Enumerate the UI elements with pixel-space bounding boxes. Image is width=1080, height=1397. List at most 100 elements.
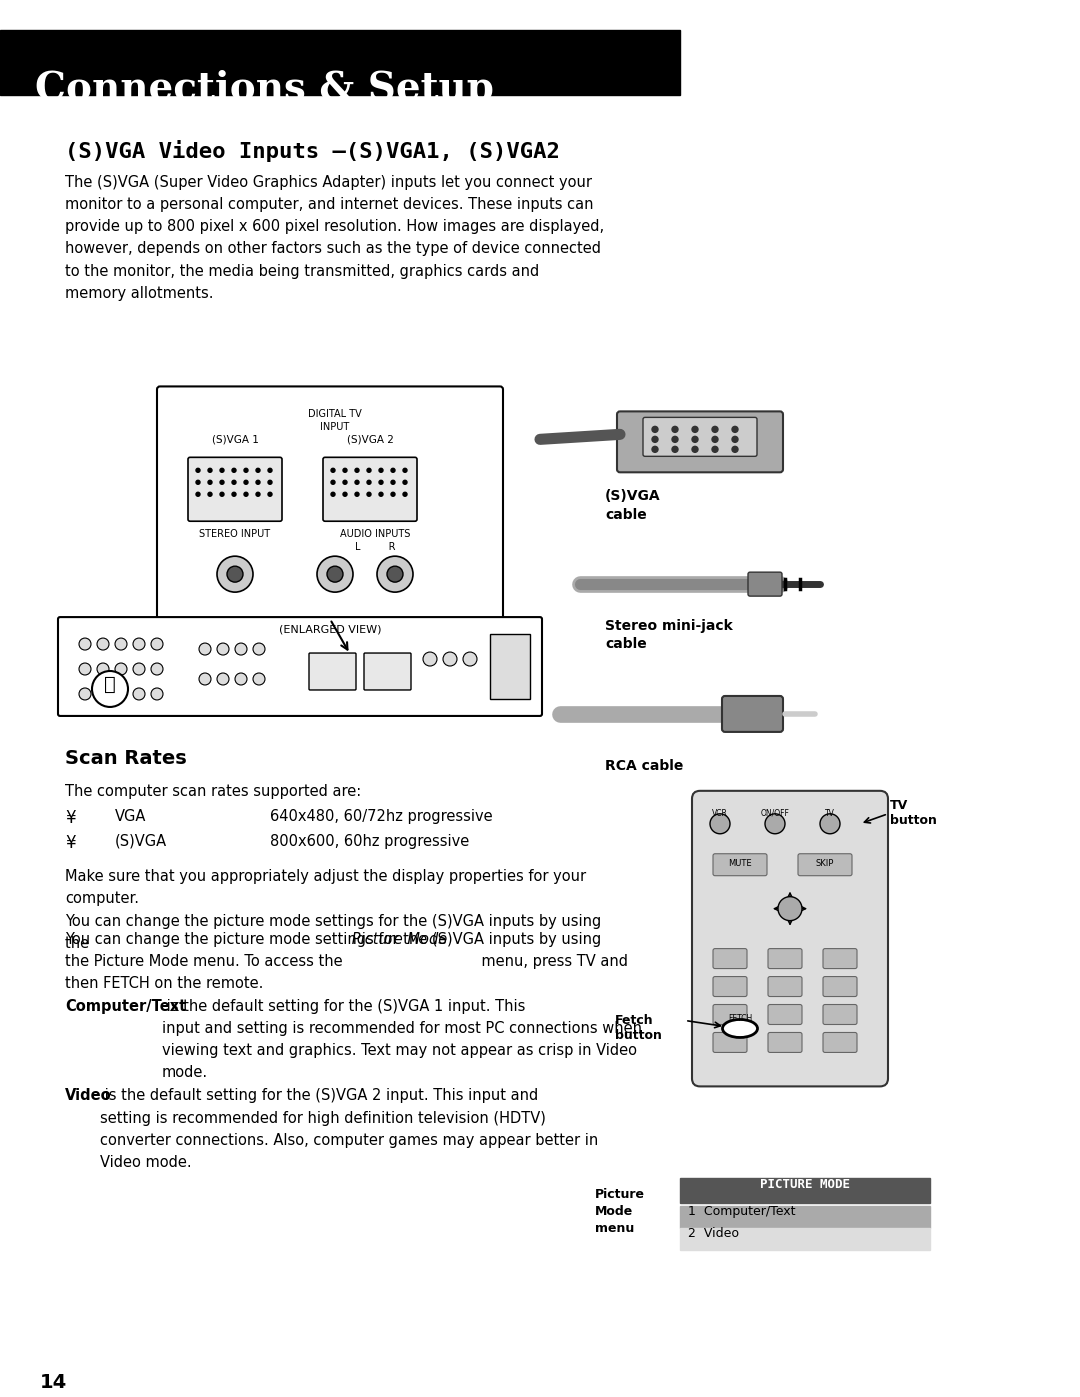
Text: (S)VGA Video Inputs –(S)VGA1, (S)VGA2: (S)VGA Video Inputs –(S)VGA1, (S)VGA2 — [65, 140, 559, 162]
Circle shape — [391, 492, 395, 496]
Text: is the default setting for the (S)VGA 1 input. This
input and setting is recomme: is the default setting for the (S)VGA 1 … — [162, 999, 642, 1080]
Circle shape — [652, 436, 658, 443]
Circle shape — [199, 643, 211, 655]
Text: ¥: ¥ — [65, 834, 76, 852]
Circle shape — [330, 481, 335, 485]
FancyBboxPatch shape — [309, 652, 356, 690]
FancyArrowPatch shape — [332, 622, 348, 650]
FancyBboxPatch shape — [798, 854, 852, 876]
Text: (S)VGA: (S)VGA — [114, 834, 167, 849]
FancyBboxPatch shape — [617, 411, 783, 472]
FancyBboxPatch shape — [748, 573, 782, 597]
FancyBboxPatch shape — [768, 1004, 802, 1024]
Text: is the default setting for the (S)VGA 2 input. This input and
setting is recomme: is the default setting for the (S)VGA 2 … — [100, 1088, 598, 1171]
Text: STEREO INPUT: STEREO INPUT — [200, 529, 271, 539]
Circle shape — [79, 687, 91, 700]
Circle shape — [256, 468, 260, 472]
Circle shape — [672, 446, 678, 453]
Circle shape — [151, 638, 163, 650]
Text: Make sure that you appropriately adjust the display properties for your
computer: Make sure that you appropriately adjust … — [65, 869, 586, 905]
Text: ⏻: ⏻ — [104, 675, 116, 693]
Text: Stereo mini-jack
cable: Stereo mini-jack cable — [605, 619, 732, 651]
Circle shape — [343, 481, 347, 485]
Circle shape — [208, 492, 212, 496]
Text: TV: TV — [825, 809, 835, 817]
FancyArrowPatch shape — [787, 911, 793, 925]
Circle shape — [355, 492, 359, 496]
Bar — [680, 1178, 930, 1203]
Circle shape — [199, 673, 211, 685]
Circle shape — [235, 643, 247, 655]
Text: AUDIO INPUTS
L         R: AUDIO INPUTS L R — [340, 529, 410, 552]
Circle shape — [672, 436, 678, 443]
Circle shape — [151, 687, 163, 700]
Text: VGA: VGA — [114, 809, 147, 824]
Text: ¥: ¥ — [65, 809, 76, 827]
Circle shape — [195, 481, 200, 485]
Circle shape — [692, 436, 698, 443]
FancyArrowPatch shape — [793, 905, 806, 911]
Circle shape — [672, 426, 678, 432]
Ellipse shape — [723, 1020, 757, 1038]
FancyBboxPatch shape — [713, 854, 767, 876]
Text: ON/OFF: ON/OFF — [760, 809, 789, 817]
Circle shape — [133, 664, 145, 675]
FancyBboxPatch shape — [823, 1032, 858, 1052]
Circle shape — [208, 468, 212, 472]
Circle shape — [355, 468, 359, 472]
FancyBboxPatch shape — [713, 1032, 747, 1052]
Text: VCR: VCR — [712, 809, 728, 817]
Circle shape — [220, 492, 224, 496]
FancyBboxPatch shape — [58, 617, 542, 715]
Circle shape — [232, 492, 237, 496]
Circle shape — [652, 446, 658, 453]
FancyArrowPatch shape — [774, 905, 787, 911]
Circle shape — [235, 673, 247, 685]
FancyBboxPatch shape — [823, 949, 858, 968]
Circle shape — [114, 687, 127, 700]
FancyBboxPatch shape — [823, 977, 858, 996]
Circle shape — [208, 481, 212, 485]
Circle shape — [268, 468, 272, 472]
Text: Fetch
button: Fetch button — [615, 1013, 662, 1042]
Text: The (S)VGA (Super Video Graphics Adapter) inputs let you connect your
monitor to: The (S)VGA (Super Video Graphics Adapter… — [65, 175, 604, 300]
Circle shape — [256, 481, 260, 485]
FancyBboxPatch shape — [188, 457, 282, 521]
Text: 14: 14 — [40, 1373, 67, 1391]
Text: You can change the picture mode settings for the (S)VGA inputs by using
the Pict: You can change the picture mode settings… — [65, 932, 627, 990]
Circle shape — [379, 468, 383, 472]
Text: 1  Computer/Text: 1 Computer/Text — [688, 1206, 796, 1218]
Circle shape — [778, 897, 802, 921]
Text: Connections & Setup: Connections & Setup — [35, 70, 494, 108]
Bar — [680, 1206, 930, 1228]
Circle shape — [692, 446, 698, 453]
Text: (ENLARGED VIEW): (ENLARGED VIEW) — [279, 624, 381, 634]
Circle shape — [391, 468, 395, 472]
Circle shape — [244, 481, 248, 485]
Text: MUTE: MUTE — [728, 859, 752, 868]
Circle shape — [114, 664, 127, 675]
FancyBboxPatch shape — [768, 977, 802, 996]
Circle shape — [133, 687, 145, 700]
Circle shape — [732, 446, 738, 453]
Text: PICTURE MODE: PICTURE MODE — [760, 1178, 850, 1192]
Circle shape — [232, 481, 237, 485]
Circle shape — [820, 814, 840, 834]
Circle shape — [217, 556, 253, 592]
Circle shape — [318, 556, 353, 592]
FancyBboxPatch shape — [823, 1004, 858, 1024]
Circle shape — [151, 664, 163, 675]
Circle shape — [327, 566, 343, 583]
Circle shape — [463, 652, 477, 666]
Circle shape — [379, 492, 383, 496]
Text: SKIP: SKIP — [815, 859, 834, 868]
Circle shape — [343, 468, 347, 472]
Text: Picture
Mode
menu: Picture Mode menu — [595, 1189, 645, 1235]
Circle shape — [92, 671, 129, 707]
Circle shape — [220, 481, 224, 485]
Circle shape — [268, 492, 272, 496]
Circle shape — [253, 673, 265, 685]
Text: Picture Mode: Picture Mode — [65, 932, 447, 947]
FancyBboxPatch shape — [723, 696, 783, 732]
Circle shape — [403, 481, 407, 485]
